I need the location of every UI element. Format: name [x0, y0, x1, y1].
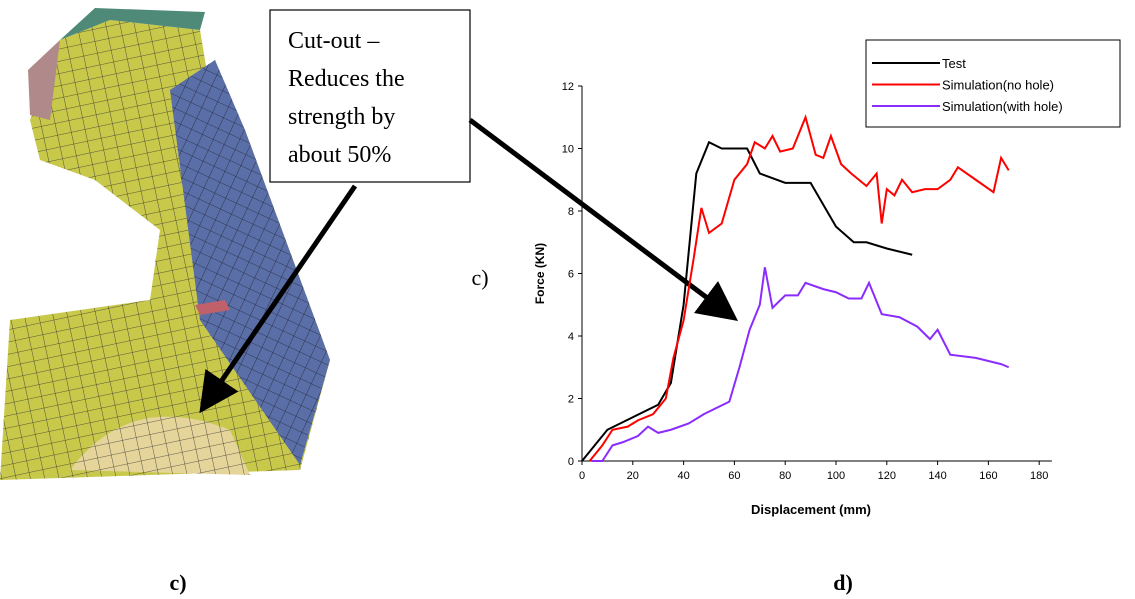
x-tick-label: 20 [627, 470, 639, 482]
x-tick-label: 120 [878, 470, 896, 482]
x-tick-label: 0 [579, 470, 585, 482]
callout-line: strength by [288, 104, 395, 130]
y-tick-label: 2 [568, 394, 574, 406]
y-tick-label: 0 [568, 456, 574, 468]
y-axis-label: Force (KN) [533, 243, 547, 304]
callout-line: about 50% [288, 142, 391, 168]
legend-label: Simulation(no hole) [942, 78, 1054, 93]
x-axis-label: Displacement (mm) [751, 502, 871, 517]
x-tick-label: 60 [728, 470, 740, 482]
x-tick-label: 100 [827, 470, 845, 482]
series-line [592, 267, 1009, 461]
y-tick-label: 4 [568, 331, 574, 343]
series-line [582, 142, 912, 461]
figure: Cut-out – Reduces the strength by about 50%… [0, 0, 1135, 599]
callout-line: Reduces the [288, 66, 405, 92]
x-tick-label: 40 [677, 470, 689, 482]
legend-label: Simulation(with hole) [942, 99, 1063, 114]
x-tick-label: 140 [928, 470, 946, 482]
x-tick-label: 80 [779, 470, 791, 482]
panel-label: c) [471, 265, 488, 290]
y-tick-label: 6 [568, 269, 574, 281]
x-tick-label: 180 [1030, 470, 1048, 482]
x-tick-label: 160 [979, 470, 997, 482]
y-tick-label: 10 [562, 144, 574, 156]
y-tick-label: 8 [568, 206, 574, 218]
series-line [590, 117, 1009, 461]
arrow [470, 120, 730, 315]
caption: d) [833, 570, 853, 595]
legend-label: Test [942, 56, 966, 71]
y-tick-label: 12 [562, 81, 574, 93]
caption: c) [169, 570, 186, 595]
callout-line: Cut-out – [288, 28, 380, 54]
